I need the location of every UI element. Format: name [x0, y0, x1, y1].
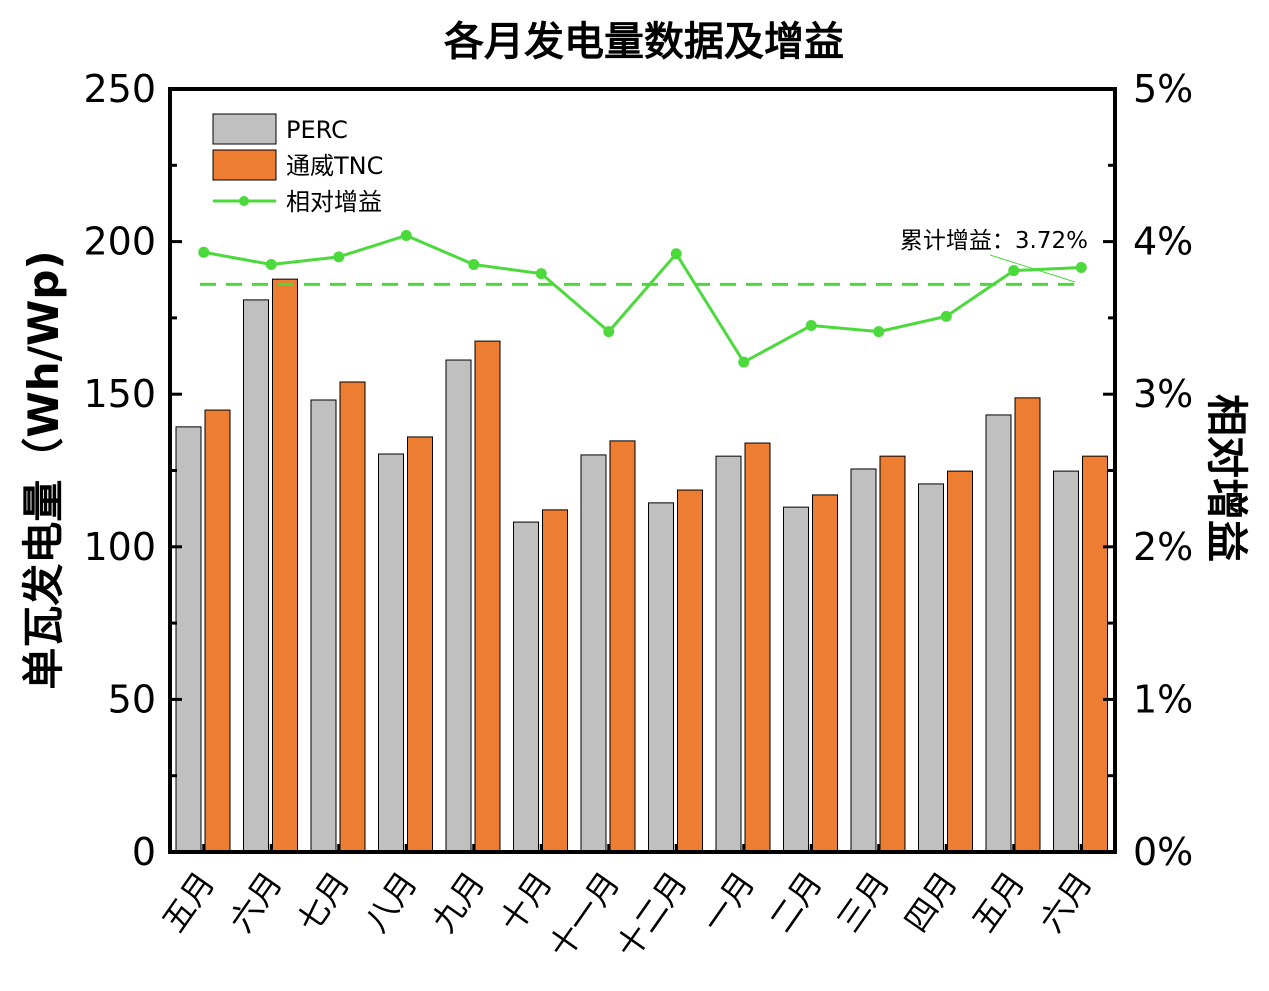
- x-tick-label: 八月: [357, 865, 425, 939]
- gain-point: [265, 258, 277, 270]
- bar-tnc: [744, 442, 771, 853]
- bar-perc: [1053, 470, 1079, 853]
- bar-perc: [175, 426, 202, 853]
- y2-axis-label: 相对增益: [1202, 394, 1251, 562]
- bar-tnc: [947, 470, 973, 853]
- gain-point: [670, 248, 682, 260]
- bar-perc: [783, 506, 809, 853]
- bar-tnc: [339, 381, 366, 853]
- y-tick-label: 150: [83, 372, 156, 416]
- gain-point: [873, 326, 885, 338]
- gain-point: [1008, 265, 1020, 277]
- gain-line: [203, 233, 1082, 365]
- legend-marker-gain: [239, 196, 249, 206]
- bar-perc: [378, 453, 404, 853]
- bar-tnc: [204, 409, 231, 853]
- bar-perc: [513, 521, 539, 853]
- gain-point: [738, 356, 750, 368]
- x-tick-label: 三月: [829, 865, 897, 939]
- gain-point: [940, 310, 952, 322]
- gain-point: [535, 268, 547, 280]
- bar-tnc: [542, 509, 568, 853]
- y2-tick-label: 4%: [1133, 220, 1193, 264]
- bar-perc: [918, 483, 944, 853]
- y-tick-label: 0: [132, 830, 156, 874]
- x-tick-label: 六月: [222, 865, 290, 939]
- x-tick-label: 九月: [424, 865, 492, 939]
- x-tick-label: 十一月: [541, 865, 627, 965]
- y2-tick-label: 0%: [1133, 830, 1193, 874]
- x-tick-label: 二月: [762, 865, 830, 939]
- bar-tnc: [879, 455, 906, 853]
- y-tick-label: 200: [83, 220, 156, 264]
- bar-perc: [850, 468, 877, 853]
- bar-tnc: [474, 340, 501, 853]
- legend-label-tnc: 通威TNC: [286, 152, 383, 180]
- bar-tnc: [407, 436, 433, 853]
- gain-point: [603, 326, 615, 338]
- legend-swatch-perc: [212, 113, 277, 145]
- y2-tick-label: 2%: [1133, 525, 1193, 569]
- y2-tick-label: 3%: [1133, 372, 1193, 416]
- legend-label-perc: PERC: [286, 116, 348, 144]
- bar-tnc: [812, 494, 838, 853]
- y-tick-label: 100: [83, 525, 156, 569]
- gain-point: [400, 229, 412, 241]
- bar-tnc: [609, 440, 636, 853]
- x-tick-label: 十二月: [609, 865, 695, 965]
- bar-perc: [715, 455, 742, 853]
- y-tick-label: 50: [108, 677, 156, 721]
- x-tick-label: 四月: [897, 865, 965, 939]
- y2-tick-label: 1%: [1133, 677, 1193, 721]
- gain-point: [805, 320, 817, 332]
- bar-tnc: [1014, 397, 1041, 853]
- gain-point: [1075, 262, 1087, 274]
- bar-perc: [648, 502, 674, 853]
- bar-perc: [580, 454, 607, 853]
- x-tick-label: 一月: [694, 865, 762, 939]
- bar-tnc: [272, 278, 298, 853]
- annotation-pointer: [989, 254, 1076, 283]
- x-tick-label: 五月: [964, 865, 1032, 939]
- x-tick-label: 五月: [154, 865, 222, 939]
- bar-perc: [310, 399, 337, 853]
- gain-point: [198, 246, 210, 258]
- legend-label-gain: 相对增益: [286, 188, 382, 216]
- x-tick-label: 六月: [1032, 865, 1100, 939]
- x-tick-label: 七月: [289, 865, 357, 939]
- y-tick-label: 250: [83, 67, 156, 111]
- cumulative-gain-annotation: 累计增益：3.72%: [900, 228, 1088, 254]
- bar-tnc: [1082, 455, 1108, 853]
- gain-point: [333, 251, 345, 263]
- y-axis-label: 单瓦发电量（Wh/Wp): [19, 250, 68, 689]
- x-tick-label: 十月: [492, 865, 560, 939]
- legend: PERC 通威TNC 相对增益: [212, 113, 383, 216]
- legend-swatch-tnc: [212, 149, 277, 181]
- bar-perc: [985, 414, 1012, 853]
- bar-tnc: [677, 489, 703, 853]
- chart-title: 各月发电量数据及增益: [444, 19, 844, 65]
- bar-perc: [243, 299, 269, 853]
- bar-perc: [445, 359, 472, 853]
- y2-tick-label: 5%: [1133, 67, 1193, 111]
- gain-point: [468, 258, 480, 270]
